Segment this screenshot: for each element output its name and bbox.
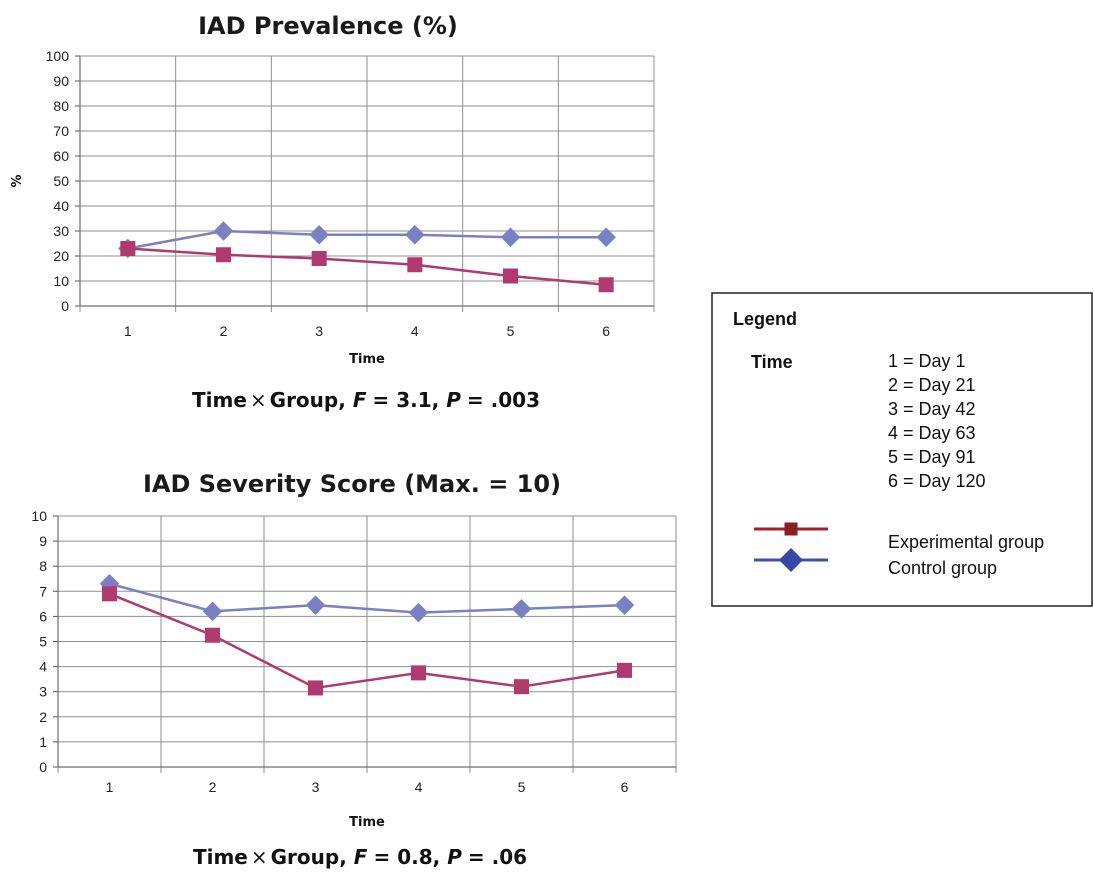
y-tick-label: 8 [39,558,47,574]
series-line [127,247,607,286]
legend-series-label: Control group [888,558,997,578]
x-axis-label: Time [349,815,385,830]
data-point [309,225,329,245]
y-tick-label: 90 [53,73,69,89]
y-tick-label: 40 [53,198,69,214]
chart-title: IAD Prevalence (%) [198,12,458,40]
x-tick-label: 5 [518,779,526,795]
y-tick-label: 10 [31,508,47,524]
y-tick-label: 60 [53,148,69,164]
x-tick-label: 1 [106,779,114,795]
legend-swatch-marker [779,548,803,572]
y-tick-label: 70 [53,123,69,139]
legend-time-entry: 6 = Day 120 [888,471,986,491]
x-tick-label: 2 [220,323,228,339]
legend-time-entry: 2 = Day 21 [888,375,976,395]
series-line [109,582,625,614]
series-line [109,592,625,690]
y-tick-label: 5 [39,634,47,650]
legend-time-entry: 3 = Day 42 [888,399,976,419]
legend-time-entry: 5 = Day 91 [888,447,976,467]
data-point [213,221,234,241]
chart-title: IAD Severity Score (Max. = 10) [143,470,561,498]
y-tick-label: 20 [53,248,69,264]
y-tick-label: 9 [39,533,47,549]
legend-series-label: Experimental group [888,532,1044,552]
x-tick-label: 3 [312,779,320,795]
data-point [102,586,117,602]
data-point [514,679,529,695]
data-point [305,595,326,615]
data-point [405,225,425,245]
data-point [202,601,223,622]
statistics-note: Time × Group, F = 3.1, P = .003 [192,388,540,412]
y-tick-label: 30 [53,223,69,239]
legend-time-entries: 1 = Day 1 2 = Day 21 3 = Day 42 4 = Day 63 5… [888,351,986,491]
y-tick-label: 80 [53,98,69,114]
data-point [311,251,327,266]
x-tick-label: 2 [209,779,217,795]
data-point [503,268,518,284]
x-tick-label: 1 [124,323,132,339]
legend-frame [711,292,1093,607]
y-tick-label: 6 [39,608,47,624]
y-tick-label: 10 [53,273,69,289]
y-tick-label: 1 [39,734,47,750]
severity-chart: IAD Severity Score (Max. = 10) 0 1 2 3 4 5 6 7 8… [31,470,677,869]
y-axis-label: % [10,174,25,187]
legend-swatch-marker [784,522,798,536]
gridlines [75,55,655,312]
data-point [614,595,635,615]
tick-labels: 0 10 20 30 40 50 60 70 80 90 100 1 2 3 4 5 6 [46,48,611,339]
x-tick-label: 6 [621,779,629,795]
data-point [598,277,614,293]
x-tick-label: 5 [507,323,515,339]
y-tick-label: 100 [46,48,70,64]
gridlines [53,515,677,773]
y-tick-label: 2 [39,709,47,725]
y-tick-label: 7 [39,583,47,599]
x-tick-label: 6 [602,323,610,339]
y-tick-label: 0 [61,298,69,314]
legend-time-entry: 4 = Day 63 [888,423,976,443]
legend-title: Legend [733,309,797,329]
series-layer [99,574,635,696]
x-tick-label: 3 [315,323,323,339]
x-tick-label: 4 [415,779,423,795]
y-tick-label: 0 [39,759,47,775]
tick-labels: 0 1 2 3 4 5 6 7 8 9 10 1 2 3 4 5 6 [31,508,628,795]
data-point [216,247,231,263]
series-layer [118,221,616,293]
data-point [500,227,521,247]
data-point [617,662,632,678]
x-tick-label: 4 [411,323,419,339]
legend-series: Experimental group Control group [754,522,1044,578]
data-point [411,665,426,681]
prevalence-chart: IAD Prevalence (%) 0 10 20 30 40 50 60 70 80 90 10… [10,12,655,412]
series-line [127,229,607,250]
data-point [205,627,220,643]
data-point [407,257,423,273]
legend-time-label: Time [751,352,793,372]
x-axis-label: Time [349,352,385,367]
data-point [408,602,429,623]
data-point [511,599,532,619]
y-tick-label: 3 [39,684,47,700]
statistics-note: Time × Group, F = 0.8, P = .06 [193,845,527,869]
y-tick-label: 4 [39,659,47,675]
y-tick-label: 50 [53,173,69,189]
data-point [120,241,136,256]
legend-time-entry: 1 = Day 1 [888,351,966,371]
data-point [596,227,616,247]
data-point [308,680,323,696]
legend-box: Legend Time 1 = Day 1 2 = Day 21 3 = Day 4… [711,292,1093,607]
